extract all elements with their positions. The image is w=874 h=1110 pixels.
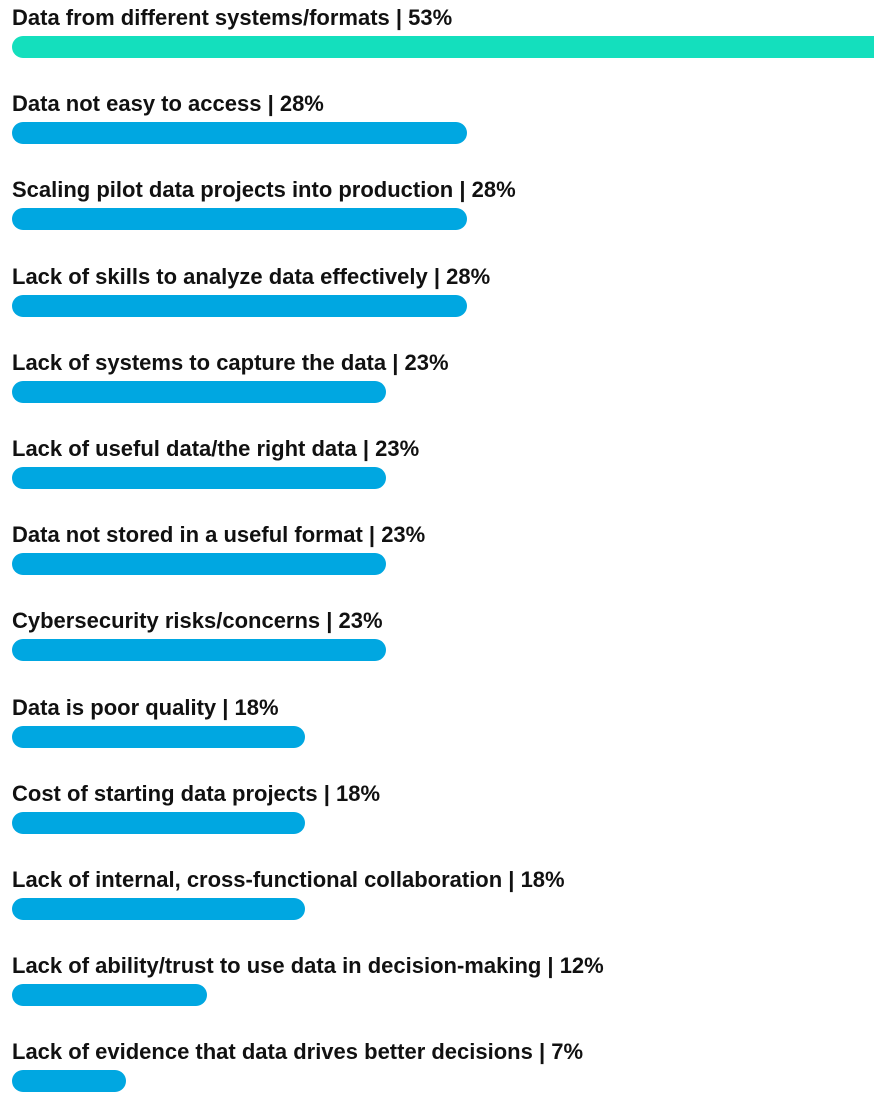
bar [12, 553, 386, 576]
bar-label: Lack of evidence that data drives better… [12, 1039, 584, 1065]
bar [12, 122, 467, 145]
bar-label: Data not easy to access | 28% [12, 91, 324, 117]
bar [12, 725, 305, 748]
bar-label: Data not stored in a useful format | 23% [12, 522, 426, 548]
bar [12, 208, 467, 231]
bar-label: Lack of skills to analyze data effective… [12, 263, 491, 289]
bar [12, 1070, 126, 1093]
bar-label: Lack of ability/trust to use data in dec… [12, 953, 604, 979]
bar [12, 898, 305, 920]
bar [12, 467, 386, 489]
bar-label: Lack of useful data/the right data | 23% [12, 436, 420, 461]
bar [12, 639, 386, 662]
bar-label: Data is poor quality | 18% [12, 694, 279, 720]
bar [12, 984, 207, 1007]
bar-label: Cybersecurity risks/concerns | 23% [12, 608, 383, 634]
bar-label: Lack of internal, cross-functional colla… [12, 867, 565, 892]
bar-label: Scaling pilot data projects into product… [12, 177, 516, 203]
bar-label: Data from different systems/formats | 53… [12, 5, 453, 30]
bar [12, 36, 874, 58]
bar-label: Lack of systems to capture the data | 23… [12, 349, 449, 375]
bar [12, 294, 467, 317]
bar [12, 811, 305, 834]
bar [12, 380, 386, 403]
bar-label: Cost of starting data projects | 18% [12, 780, 381, 806]
